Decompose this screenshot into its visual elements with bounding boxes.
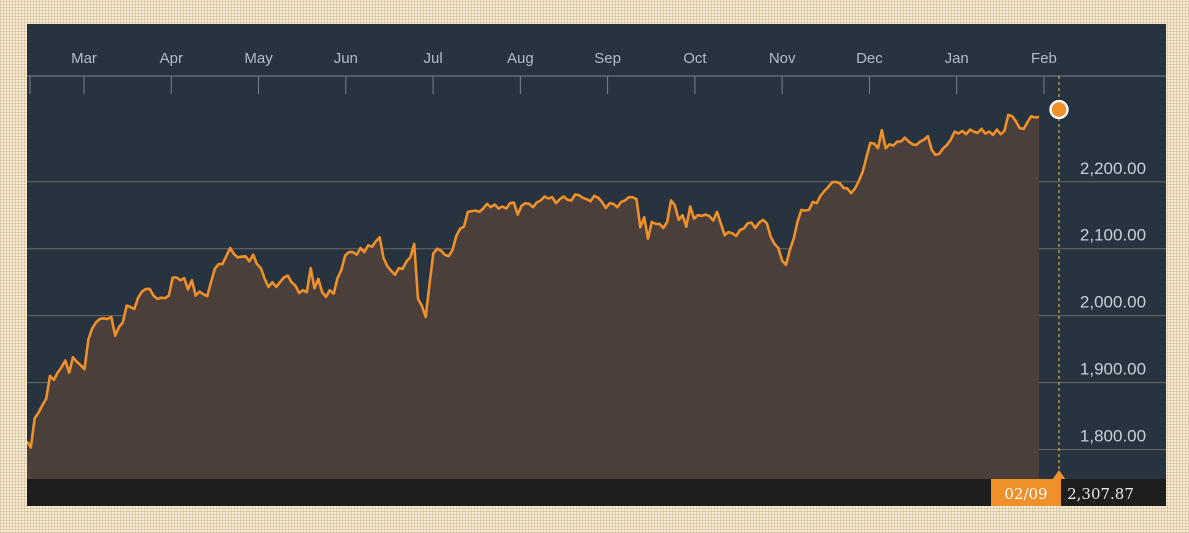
- price-area: [27, 114, 1039, 480]
- y-tick-label: 2,100.00: [1080, 226, 1146, 245]
- y-tick-label: 1,800.00: [1080, 427, 1146, 446]
- x-tick-label: Nov: [769, 50, 796, 67]
- stock-chart[interactable]: Mar Apr May Jun Jul Aug Sep Oct Nov Dec Jan Feb 1,8…: [27, 24, 1166, 506]
- x-tick-label: Mar: [71, 50, 97, 67]
- x-tick-label: Oct: [683, 50, 707, 67]
- y-tick-label: 2,200.00: [1080, 159, 1146, 178]
- current-point-marker[interactable]: [1049, 99, 1069, 120]
- y-axis-labels: 1,800.00 1,900.00 2,000.00 2,100.00 2,200.00: [1080, 159, 1146, 446]
- bottom-axis-band: [27, 479, 1166, 506]
- y-tick-label: 2,000.00: [1080, 293, 1146, 312]
- x-tick-label: Dec: [856, 50, 883, 67]
- chart-svg[interactable]: Mar Apr May Jun Jul Aug Sep Oct Nov Dec Jan Feb 1,8…: [27, 24, 1166, 506]
- x-tick-label: Jul: [423, 50, 442, 67]
- x-axis: Mar Apr May Jun Jul Aug Sep Oct Nov Dec Jan Feb: [27, 50, 1166, 94]
- x-tick-label: Apr: [160, 50, 183, 67]
- x-tick-label: May: [244, 50, 273, 67]
- readout-date-box: [991, 479, 1061, 506]
- x-tick-label: Sep: [594, 50, 621, 67]
- readout-pointer: [1052, 470, 1066, 480]
- readout-value-box: [1061, 479, 1140, 506]
- readout: 02/09 2,307.87: [991, 470, 1140, 506]
- x-tick-label: Jan: [945, 50, 969, 67]
- price-line: [27, 113, 1040, 449]
- readout-value: 2,307.87: [1067, 485, 1134, 503]
- x-tick-label: Jun: [334, 50, 358, 67]
- x-tick-label: Aug: [507, 50, 534, 67]
- x-tick-label: Feb: [1031, 50, 1057, 67]
- y-tick-label: 1,900.00: [1080, 360, 1146, 379]
- readout-date: 02/09: [1004, 485, 1047, 503]
